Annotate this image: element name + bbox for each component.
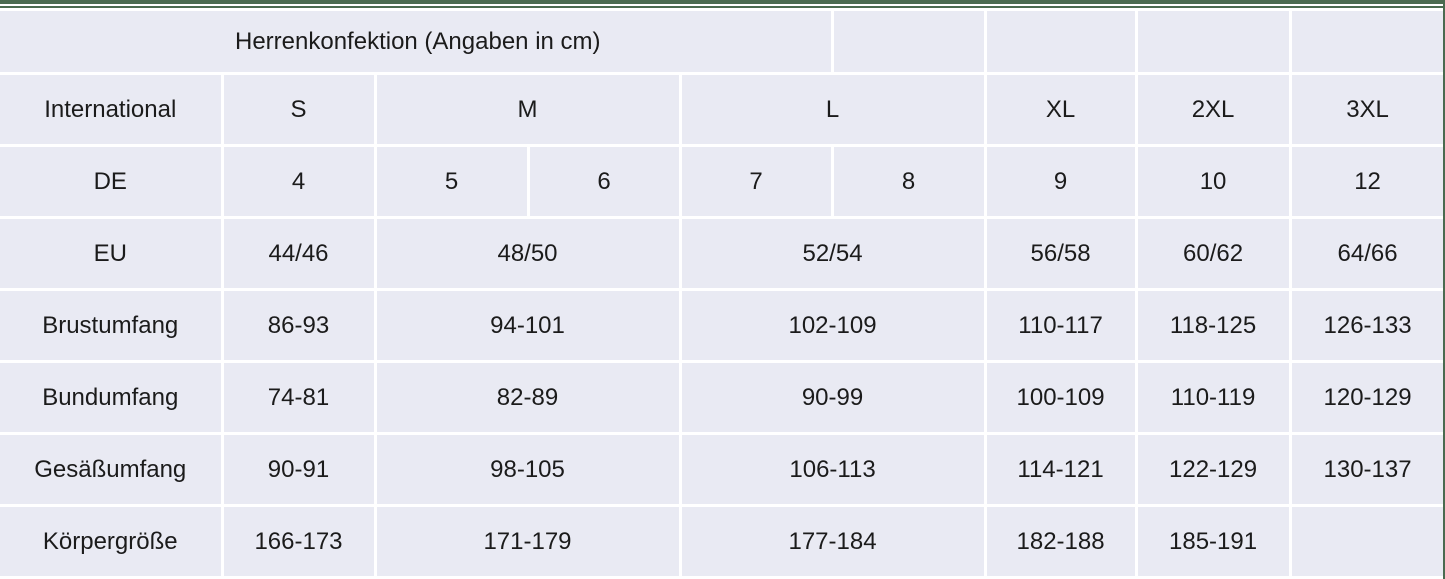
- measure-cell: 122-129: [1134, 432, 1292, 507]
- row-international: International S M L XL 2XL 3XL: [0, 72, 1445, 147]
- row-gesaessumfang: Gesäßumfang 90-91 98-105 106-113 114-121…: [0, 432, 1445, 507]
- page-title: Herrenkonfektion (Angaben in cm): [0, 8, 834, 75]
- measure-cell: 126-133: [1288, 288, 1445, 363]
- size-cell: 52/54: [678, 216, 987, 291]
- row-label: Körpergröße: [0, 504, 224, 579]
- row-label: International: [0, 72, 224, 147]
- row-label: EU: [0, 216, 224, 291]
- measure-cell: 74-81: [220, 360, 377, 435]
- table-top-border-thin: [0, 6, 1445, 8]
- measure-cell: 120-129: [1288, 360, 1445, 435]
- size-cell: 2XL: [1134, 72, 1292, 147]
- size-cell: 44/46: [220, 216, 377, 291]
- size-cell: 3XL: [1288, 72, 1445, 147]
- measure-cell: 177-184: [678, 504, 987, 579]
- measure-cell: 106-113: [678, 432, 987, 507]
- row-eu: EU 44/46 48/50 52/54 56/58 60/62 64/66: [0, 216, 1445, 291]
- measure-cell: 82-89: [373, 360, 682, 435]
- title-row: Herrenkonfektion (Angaben in cm): [0, 8, 1445, 75]
- size-cell: 4: [220, 144, 377, 219]
- size-cell: 9: [983, 144, 1138, 219]
- measure-cell: 90-91: [220, 432, 377, 507]
- size-cell: 6: [526, 144, 682, 219]
- measure-cell: 102-109: [678, 288, 987, 363]
- measure-cell: 171-179: [373, 504, 682, 579]
- measure-cell: 166-173: [220, 504, 377, 579]
- measure-cell: 118-125: [1134, 288, 1292, 363]
- row-de: DE 4 5 6 7 8 9 10 12: [0, 144, 1445, 219]
- measure-cell: 100-109: [983, 360, 1138, 435]
- size-cell: 12: [1288, 144, 1445, 219]
- measure-cell: 110-119: [1134, 360, 1292, 435]
- row-label: Bundumfang: [0, 360, 224, 435]
- row-label: Brustumfang: [0, 288, 224, 363]
- size-cell: 60/62: [1134, 216, 1292, 291]
- table-top-border-thick: [0, 0, 1445, 4]
- row-label: DE: [0, 144, 224, 219]
- size-chart-table: Herrenkonfektion (Angaben in cm) Interna…: [0, 8, 1445, 579]
- size-cell: XL: [983, 72, 1138, 147]
- measure-cell: 182-188: [983, 504, 1138, 579]
- table-right-border: [1443, 0, 1445, 579]
- size-cell: 64/66: [1288, 216, 1445, 291]
- size-cell: 8: [830, 144, 987, 219]
- table-top-border-gap: [0, 4, 1445, 6]
- row-brustumfang: Brustumfang 86-93 94-101 102-109 110-117…: [0, 288, 1445, 363]
- row-bundumfang: Bundumfang 74-81 82-89 90-99 100-109 110…: [0, 360, 1445, 435]
- size-cell: 48/50: [373, 216, 682, 291]
- size-cell: 7: [678, 144, 834, 219]
- measure-cell: 110-117: [983, 288, 1138, 363]
- size-cell: S: [220, 72, 377, 147]
- measure-cell: [1288, 504, 1445, 579]
- size-cell: 56/58: [983, 216, 1138, 291]
- row-label: Gesäßumfang: [0, 432, 224, 507]
- measure-cell: 114-121: [983, 432, 1138, 507]
- row-koerpergroesse: Körpergröße 166-173 171-179 177-184 182-…: [0, 504, 1445, 579]
- measure-cell: 94-101: [373, 288, 682, 363]
- measure-cell: 86-93: [220, 288, 377, 363]
- measure-cell: 185-191: [1134, 504, 1292, 579]
- empty-cell: [1134, 8, 1292, 75]
- measure-cell: 130-137: [1288, 432, 1445, 507]
- size-cell: 5: [373, 144, 530, 219]
- measure-cell: 98-105: [373, 432, 682, 507]
- empty-cell: [1288, 8, 1445, 75]
- size-cell: 10: [1134, 144, 1292, 219]
- empty-cell: [983, 8, 1138, 75]
- size-cell: M: [373, 72, 682, 147]
- size-cell: L: [678, 72, 987, 147]
- empty-cell: [830, 8, 987, 75]
- measure-cell: 90-99: [678, 360, 987, 435]
